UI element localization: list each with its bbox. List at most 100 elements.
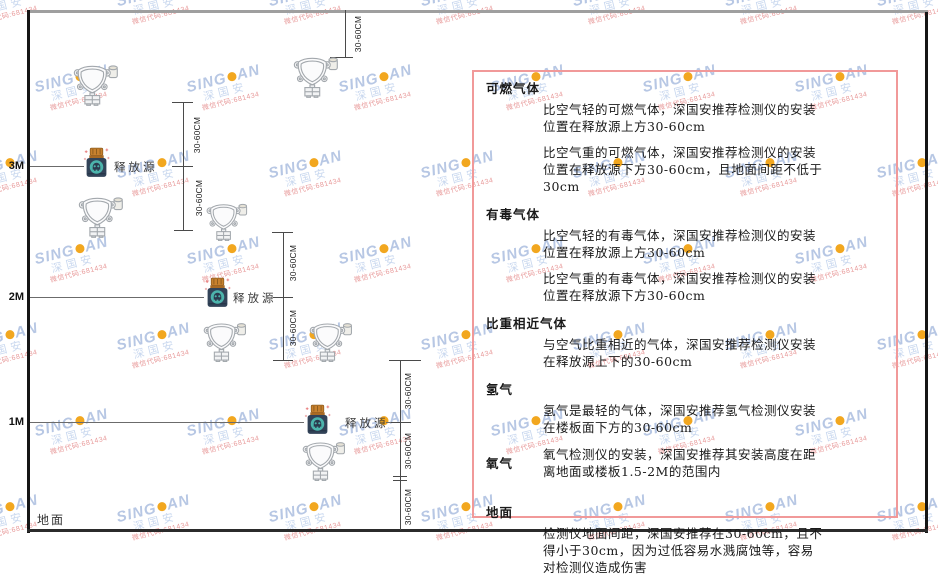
section-heading: 氢气 [486,382,514,397]
watermark-red-text: 微信代码:681434 [891,4,938,26]
watermark-chinese-text: 深国安 [0,338,27,362]
section-combustible-gas: 可燃气体 比空气轻的可燃气体，深国安推荐检测仪的安装位置在释放源上方30-60c… [486,78,884,195]
installation-guide-panel: 可燃气体 比空气轻的可燃气体，深国安推荐检测仪的安装位置在释放源上方30-60c… [472,70,898,575]
gas-detector-icon [71,62,121,106]
release-source-icon [304,404,331,435]
dim-tick [330,57,353,58]
section-paragraph: 检测仪地面间距，深国安推荐在30-60cm，且不得小于30cm，因为过低容易水溅… [543,526,823,575]
release-source-icon [204,277,231,308]
watermark-orange-dot-icon [226,71,238,83]
section-paragraph: 氢气是最轻的气体，深国安推荐氢气检测仪安装在楼板面下方的30-60cm [543,403,817,435]
watermark-red-text: 微信代码:681434 [201,434,261,456]
dim-break-mark [393,476,407,477]
watermark-red-text: 微信代码:681434 [201,90,261,112]
watermark-chinese-text: 深国安 [132,0,179,18]
watermark-orange-dot-icon [226,243,238,255]
dim-tick [174,230,193,231]
watermark-orange-dot-icon [460,157,472,169]
release-source-label: 释放源 [345,416,389,430]
level-line-2m [30,297,204,298]
watermark-orange-dot-icon [4,501,16,513]
watermark-orange-dot-icon [378,71,390,83]
gas-detector-icon [76,194,126,238]
watermark-chinese-text: 深国安 [892,338,938,362]
section-oxygen: 氧气 氧气检测仪的安装，深国安推荐其安装高度在距离地面或楼板1.5-2M的范围内 [486,446,884,480]
section-toxic-gas: 有毒气体 比空气轻的有毒气体，深国安推荐检测仪的安装位置在释放源上方30-60c… [486,204,884,304]
level-line-3m [30,166,84,167]
watermark-orange-dot-icon [460,501,472,513]
left-wall-line [27,10,30,533]
section-paragraph: 比空气轻的可燃气体，深国安推荐检测仪的安装位置在释放源上方30-60cm [543,102,817,134]
release-source-label: 释放源 [114,160,158,174]
watermark-red-text: 微信代码:681434 [131,348,191,370]
watermark-chinese-text: 深国安 [354,252,401,276]
watermark-chinese-text: 深国安 [50,424,97,448]
watermark-red-text: 微信代码:681434 [891,176,938,198]
dim-tick [389,360,421,361]
watermark-orange-dot-icon [378,243,390,255]
watermark-orange-dot-icon [156,157,168,169]
section-heading: 可燃气体 [486,81,541,96]
dim-break-mark [393,480,407,481]
watermark-chinese-text: 深国安 [892,0,938,18]
ceiling-line [27,10,928,13]
gas-detector-icon [307,320,355,362]
watermark-red-text: 微信代码:681434 [0,176,39,198]
section-heading: 地面 [486,505,514,520]
watermark-orange-dot-icon [156,329,168,341]
release-source-label: 释放源 [233,291,277,305]
watermark-chinese-text: 深国安 [284,166,331,190]
ground-line [27,529,928,532]
watermark-chinese-text: 深国安 [354,80,401,104]
section-heading: 有毒气体 [486,207,541,222]
watermark-red-text: 微信代码:681434 [353,90,413,112]
watermark-orange-dot-icon [74,243,86,255]
dim-label-2m-above: 30-60CM [288,244,298,282]
dim-label-1m-below: 30-60CM [403,432,413,470]
level-label-3m: 3M [8,160,24,172]
dim-line-2m [283,232,284,360]
gas-detector-icon [201,320,249,362]
dim-tick [391,422,411,423]
right-wall-line [925,12,928,533]
section-paragraph: 氧气检测仪的安装，深国安推荐其安装高度在距离地面或楼板1.5-2M的范围内 [543,447,817,479]
watermark-red-text: 微信代码:681434 [435,4,495,26]
watermark-chinese-text: 深国安 [132,338,179,362]
section-heading: 比重相近气体 [486,316,568,331]
watermark-red-text: 微信代码:681434 [587,4,647,26]
dim-line-1m-ground [400,360,401,530]
dim-label-1m-above: 30-60CM [403,372,413,410]
watermark-chinese-text: 深国安 [202,252,249,276]
watermark-red-text: 微信代码:681434 [283,4,343,26]
level-line-1m [30,422,304,423]
watermark-chinese-text: 深国安 [588,0,635,18]
watermark-orange-dot-icon [308,501,320,513]
watermark-orange-dot-icon [460,329,472,341]
release-source-icon [83,147,110,178]
watermark-red-text: 微信代码:681434 [49,434,109,456]
watermark-chinese-text: 深国安 [892,166,938,190]
section-paragraph: 与空气比重相近的气体，深国安推荐检测仪安装在释放源上下的30-60cm [543,337,817,369]
dim-tick [172,166,193,167]
